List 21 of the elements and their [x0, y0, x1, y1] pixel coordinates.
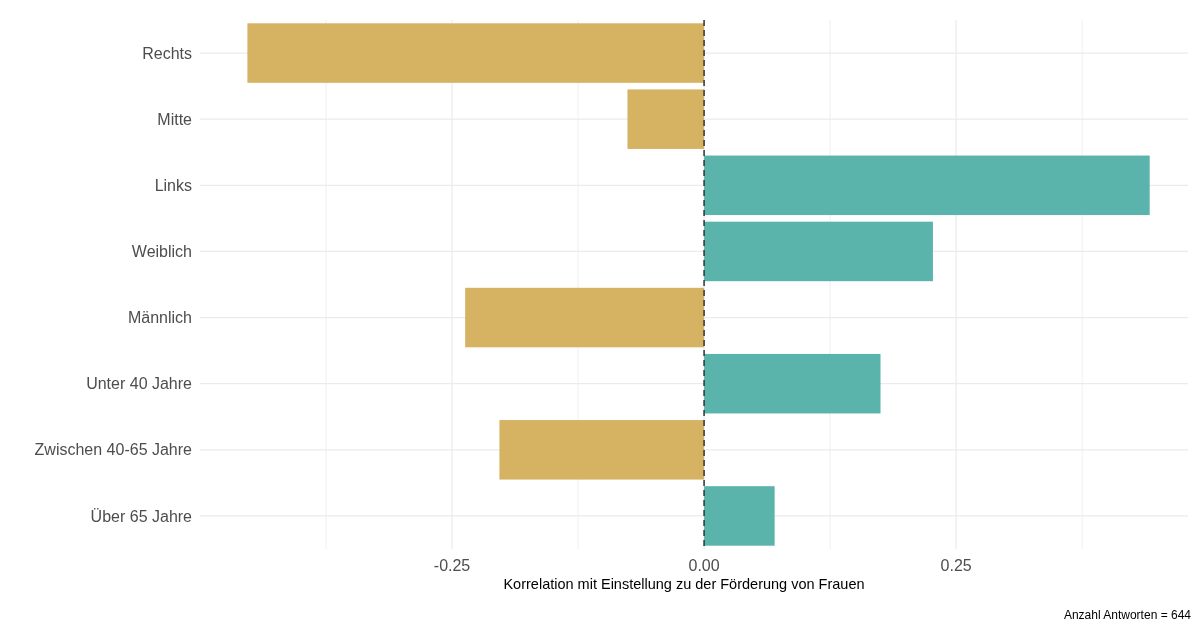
bar [704, 486, 775, 546]
bar [627, 89, 705, 149]
bar [499, 420, 705, 480]
y-tick-label: Mitte [157, 110, 193, 128]
bar [704, 353, 881, 414]
y-tick-label: Zwischen 40-65 Jahre [34, 441, 193, 459]
y-tick-label: Links [154, 176, 192, 194]
y-tick-label: Rechts [142, 44, 192, 62]
text: Anzahl Antworten = 644 [1063, 608, 1192, 622]
x-tick-label: 0.00 [688, 557, 720, 574]
y-tick-label: Über 65 Jahre [90, 507, 193, 525]
x-tick-label: 0.25 [940, 557, 972, 574]
bar [704, 221, 933, 282]
bar [465, 287, 705, 348]
bar [704, 155, 1150, 216]
y-tick-label: Männlich [127, 309, 192, 327]
bar [247, 23, 705, 83]
x-axis-title: Korrelation mit Einstellung zu der Förderung von Frauen [503, 576, 865, 592]
y-tick-label: Unter 40 Jahre [86, 375, 193, 393]
x-tick-label: -0.25 [433, 557, 471, 574]
y-tick-label: Weiblich [131, 243, 192, 261]
